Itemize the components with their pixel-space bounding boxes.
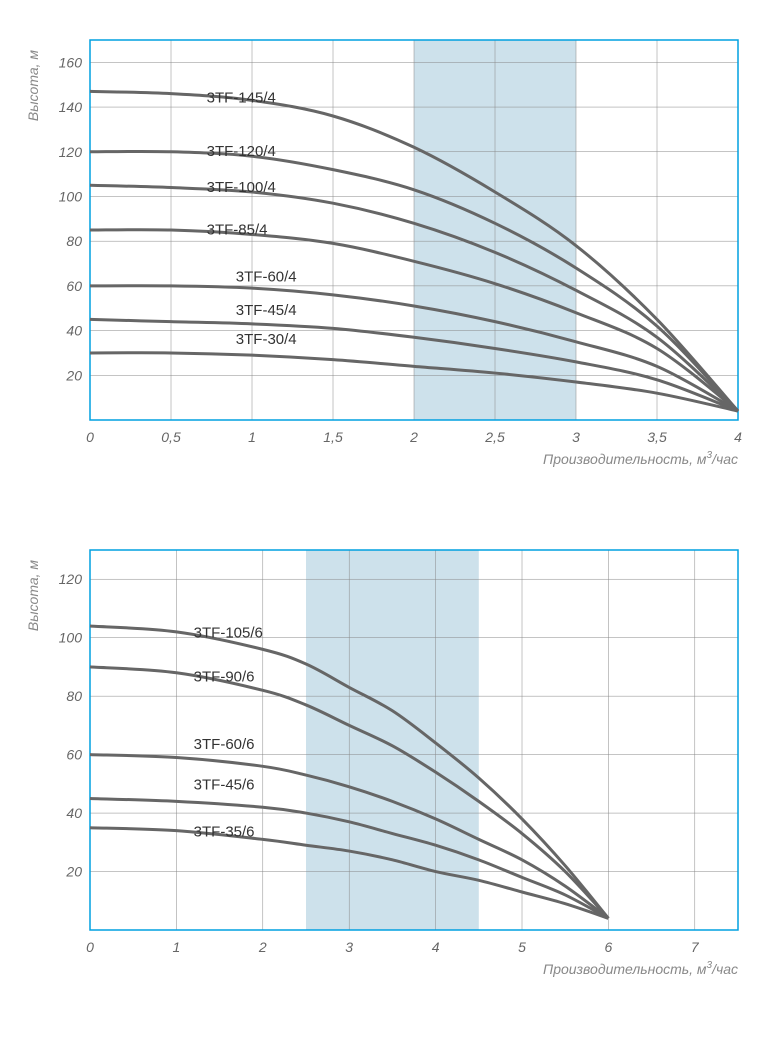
y-tick-label: 80 <box>66 688 82 704</box>
y-axis-label: Высота, м <box>25 560 41 631</box>
y-tick-label: 20 <box>65 367 82 383</box>
x-tick-label: 3 <box>572 429 580 445</box>
series-label: 3TF-60/4 <box>236 268 297 285</box>
series-label: 3TF-30/4 <box>236 331 297 348</box>
x-tick-label: 7 <box>691 939 700 955</box>
y-tick-label: 60 <box>66 278 82 294</box>
series-label: 3TF-90/6 <box>194 669 255 686</box>
x-tick-label: 4 <box>432 939 440 955</box>
y-tick-label: 40 <box>66 323 82 339</box>
series-label: 3TF-45/4 <box>236 302 297 319</box>
y-tick-label: 120 <box>59 571 83 587</box>
y-tick-label: 80 <box>66 233 82 249</box>
x-tick-label: 1 <box>248 429 256 445</box>
series-label: 3TF-60/6 <box>194 736 255 753</box>
optimal-band <box>306 550 479 930</box>
x-tick-label: 6 <box>605 939 613 955</box>
x-axis-label: Производительность, м3/час <box>543 450 738 467</box>
series-label: 3TF-100/4 <box>207 179 276 196</box>
y-tick-label: 40 <box>66 805 82 821</box>
y-tick-label: 120 <box>59 144 83 160</box>
x-tick-label: 4 <box>734 429 742 445</box>
series-label: 3TF-145/4 <box>207 90 276 107</box>
y-tick-label: 20 <box>65 864 82 880</box>
series-label: 3TF-85/4 <box>207 221 268 238</box>
y-tick-label: 100 <box>59 630 83 646</box>
series-label: 3TF-120/4 <box>207 143 276 160</box>
y-tick-label: 100 <box>59 188 83 204</box>
x-tick-label: 0 <box>86 429 94 445</box>
x-tick-label: 0 <box>86 939 94 955</box>
chart-2: 3TF-105/6 3TF-90/6 3TF-60/6 3TF-45/6 3TF-35/… <box>20 530 748 990</box>
series-label: 3TF-105/6 <box>194 625 263 642</box>
x-tick-label: 1 <box>173 939 181 955</box>
y-tick-label: 60 <box>66 747 82 763</box>
x-tick-label: 2 <box>409 429 418 445</box>
x-tick-label: 5 <box>518 939 526 955</box>
x-tick-label: 3,5 <box>647 429 667 445</box>
y-tick-label: 140 <box>59 99 83 115</box>
x-tick-label: 3 <box>345 939 353 955</box>
x-tick-label: 2 <box>258 939 267 955</box>
series-label: 3TF-35/6 <box>194 823 255 840</box>
x-tick-label: 0,5 <box>161 429 181 445</box>
y-tick-label: 160 <box>59 54 83 70</box>
series-label: 3TF-45/6 <box>194 777 255 794</box>
x-axis-label: Производительность, м3/час <box>543 960 738 977</box>
x-tick-label: 2,5 <box>484 429 505 445</box>
chart-1: 3TF-145/4 3TF-120/4 3TF-100/4 3TF-85/4 3TF-6… <box>20 20 748 480</box>
x-tick-label: 1,5 <box>323 429 343 445</box>
y-axis-label: Высота, м <box>25 50 41 121</box>
